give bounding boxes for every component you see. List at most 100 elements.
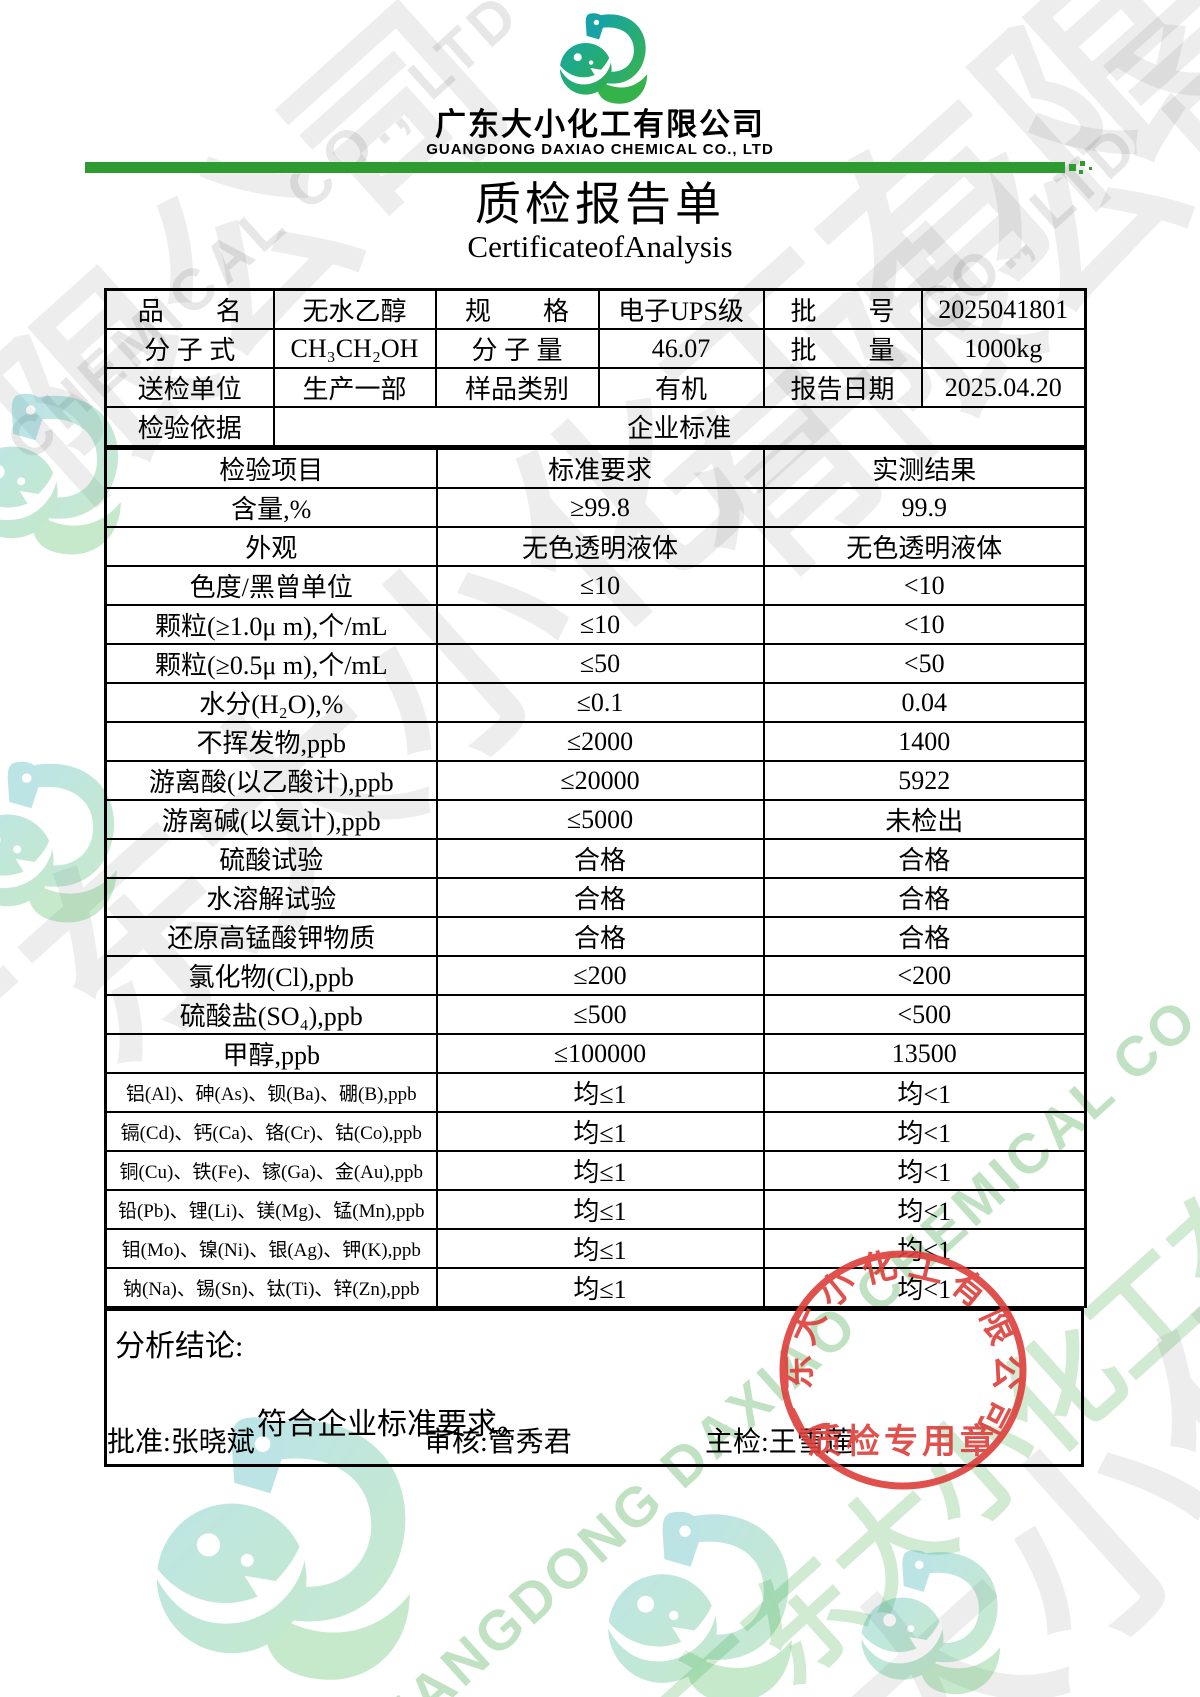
result-value: 合格 <box>762 916 1087 957</box>
info-label: 分 子 式 <box>104 328 275 369</box>
company-name-cn: 广东大小化工有限公司 <box>435 107 765 142</box>
info-value: 企业标准 <box>272 406 1087 447</box>
bar-dissolve-dot <box>1089 167 1092 170</box>
info-row: 分 子 式 CH₃CH₂OH 分 子 量 46.07 批 量 1000kg <box>104 328 1087 369</box>
svg-text:广东大小化工有限公司: 广东大小化工有限公司 <box>779 1246 1028 1442</box>
results-row: 铝(Al)、砷(As)、钡(Ba)、硼(B),ppb 均≤1 均<1 <box>104 1072 1087 1113</box>
result-item: 硫酸试验 <box>104 838 438 879</box>
result-standard: 均≤1 <box>435 1267 765 1308</box>
signature-reviewed: 审核:管秀君 <box>424 1427 572 1458</box>
result-value: 均<1 <box>762 1189 1087 1230</box>
report-header: 广东大小化工有限公司 GUANGDONG DAXIAO CHEMICAL CO.… <box>0 10 1200 264</box>
results-row: 氯化物(Cl),ppb ≤200 <200 <box>104 955 1087 996</box>
result-value: 13500 <box>762 1033 1087 1074</box>
bar-dissolve-dot <box>1080 161 1085 166</box>
info-label: 批 量 <box>762 328 923 369</box>
results-row: 水分(H₂O),% ≤0.1 0.04 <box>104 682 1087 723</box>
results-row: 还原高锰酸钾物质 合格 合格 <box>104 916 1087 957</box>
signature-inspected: 主检:王雪莲 <box>705 1427 853 1458</box>
result-value: 均<1 <box>762 1072 1087 1113</box>
results-header-result: 实测结果 <box>762 447 1087 489</box>
result-value: 99.9 <box>762 487 1087 528</box>
results-row: 含量,% ≥99.8 99.9 <box>104 487 1087 528</box>
results-row: 颗粒(≥0.5μ m),个/mL ≤50 <50 <box>104 643 1087 684</box>
results-row: 外观 无色透明液体 无色透明液体 <box>104 526 1087 567</box>
result-value: 均<1 <box>762 1228 1087 1269</box>
result-value: <10 <box>762 604 1087 645</box>
result-item: 游离酸(以乙酸计),ppb <box>104 760 438 801</box>
stamp-ring-text: 广东大小化工有限公司 <box>779 1246 1028 1442</box>
result-standard: 均≤1 <box>435 1072 765 1113</box>
info-value: 生产一部 <box>272 367 437 408</box>
result-value: 均<1 <box>762 1150 1087 1191</box>
result-value: 无色透明液体 <box>762 526 1087 567</box>
company-name-en: GUANGDONG DAXIAO CHEMICAL CO., LTD <box>426 141 774 158</box>
qc-stamp: 广东大小化工有限公司 质检专用章 <box>779 1246 1028 1490</box>
result-item: 铜(Cu)、铁(Fe)、镓(Ga)、金(Au),ppb <box>104 1150 438 1191</box>
info-label: 送检单位 <box>104 367 275 408</box>
result-standard: 合格 <box>435 838 765 879</box>
bar-dissolve-dot <box>1069 164 1076 171</box>
info-label: 规 格 <box>434 288 600 330</box>
result-item: 外观 <box>104 526 438 567</box>
info-value: 46.07 <box>597 328 765 369</box>
flask-logo-watermark <box>580 1505 805 1697</box>
info-basis-row: 检验依据 企业标准 <box>104 406 1087 447</box>
result-item: 硫酸盐(SO₄),ppb <box>104 994 438 1035</box>
result-value: 均<1 <box>762 1111 1087 1152</box>
info-label: 品 名 <box>104 288 275 330</box>
result-standard: ≤5000 <box>435 799 765 840</box>
result-standard: 合格 <box>435 916 765 957</box>
results-body: 检验项目 标准要求 实测结果 含量,% ≥99.8 99.9 外观 无色透明液体 无色透明… <box>104 447 1087 1308</box>
result-item: 颗粒(≥0.5μ m),个/mL <box>104 643 438 684</box>
results-header-row: 检验项目 标准要求 实测结果 <box>104 447 1087 489</box>
result-item: 铝(Al)、砷(As)、钡(Ba)、硼(B),ppb <box>104 1072 438 1113</box>
result-item: 色度/黑曾单位 <box>104 565 438 606</box>
results-row: 色度/黑曾单位 ≤10 <10 <box>104 565 1087 606</box>
result-item: 甲醇,ppb <box>104 1033 438 1074</box>
results-row: 甲醇,ppb ≤100000 13500 <box>104 1033 1087 1074</box>
info-value: 无水乙醇 <box>272 288 437 330</box>
info-value: 电子UPS级 <box>597 288 765 330</box>
info-value: CH₃CH₂OH <box>272 328 437 369</box>
result-standard: 均≤1 <box>435 1228 765 1269</box>
result-standard: ≤20000 <box>435 760 765 801</box>
result-value: <50 <box>762 643 1087 684</box>
results-row: 铅(Pb)、锂(Li)、镁(Mg)、锰(Mn),ppb 均≤1 均<1 <box>104 1189 1087 1230</box>
result-value: 合格 <box>762 838 1087 879</box>
result-value: 1400 <box>762 721 1087 762</box>
result-value: <500 <box>762 994 1087 1035</box>
results-row: 镉(Cd)、钙(Ca)、铬(Cr)、钴(Co),ppb 均≤1 均<1 <box>104 1111 1087 1152</box>
info-row: 品 名 无水乙醇 规 格 电子UPS级 批 号 2025041801 <box>104 288 1087 330</box>
result-standard: ≤0.1 <box>435 682 765 723</box>
flask-logo-watermark <box>840 1545 1010 1697</box>
result-item: 水分(H₂O),% <box>104 682 438 723</box>
results-row: 钠(Na)、锡(Sn)、钛(Ti)、锌(Zn),ppb 均≤1 均<1 <box>104 1267 1087 1308</box>
brand-bar <box>85 162 1065 173</box>
result-standard: ≤50 <box>435 643 765 684</box>
brand-bar-container <box>0 161 1200 174</box>
info-label: 检验依据 <box>104 406 275 447</box>
bar-dissolve-dot <box>1079 170 1083 174</box>
result-standard: ≤2000 <box>435 721 765 762</box>
results-row: 钼(Mo)、镍(Ni)、银(Ag)、钾(K),ppb 均≤1 均<1 <box>104 1228 1087 1269</box>
result-standard: ≤100000 <box>435 1033 765 1074</box>
info-label: 分 子 量 <box>434 328 600 369</box>
result-standard: ≥99.8 <box>435 487 765 528</box>
result-value: 未检出 <box>762 799 1087 840</box>
results-row: 颗粒(≥1.0μ m),个/mL ≤10 <10 <box>104 604 1087 645</box>
result-item: 钠(Na)、锡(Sn)、钛(Ti)、锌(Zn),ppb <box>104 1267 438 1308</box>
result-standard: 均≤1 <box>435 1189 765 1230</box>
signature-approved: 批准:张晓斌 <box>107 1427 255 1458</box>
results-table: 检验项目 标准要求 实测结果 含量,% ≥99.8 99.9 外观 无色透明液体 无色透明… <box>104 447 1087 1308</box>
result-standard: 无色透明液体 <box>435 526 765 567</box>
stamp-center-text: 质检专用章 <box>808 1422 998 1461</box>
result-item: 钼(Mo)、镍(Ni)、银(Ag)、钾(K),ppb <box>104 1228 438 1269</box>
result-value: <10 <box>762 565 1087 606</box>
conclusion-label: 分析结论: <box>115 1330 244 1363</box>
result-standard: 均≤1 <box>435 1111 765 1152</box>
result-item: 还原高锰酸钾物质 <box>104 916 438 957</box>
company-logo <box>541 10 659 108</box>
result-item: 不挥发物,ppb <box>104 721 438 762</box>
results-header-item: 检验项目 <box>104 447 438 489</box>
